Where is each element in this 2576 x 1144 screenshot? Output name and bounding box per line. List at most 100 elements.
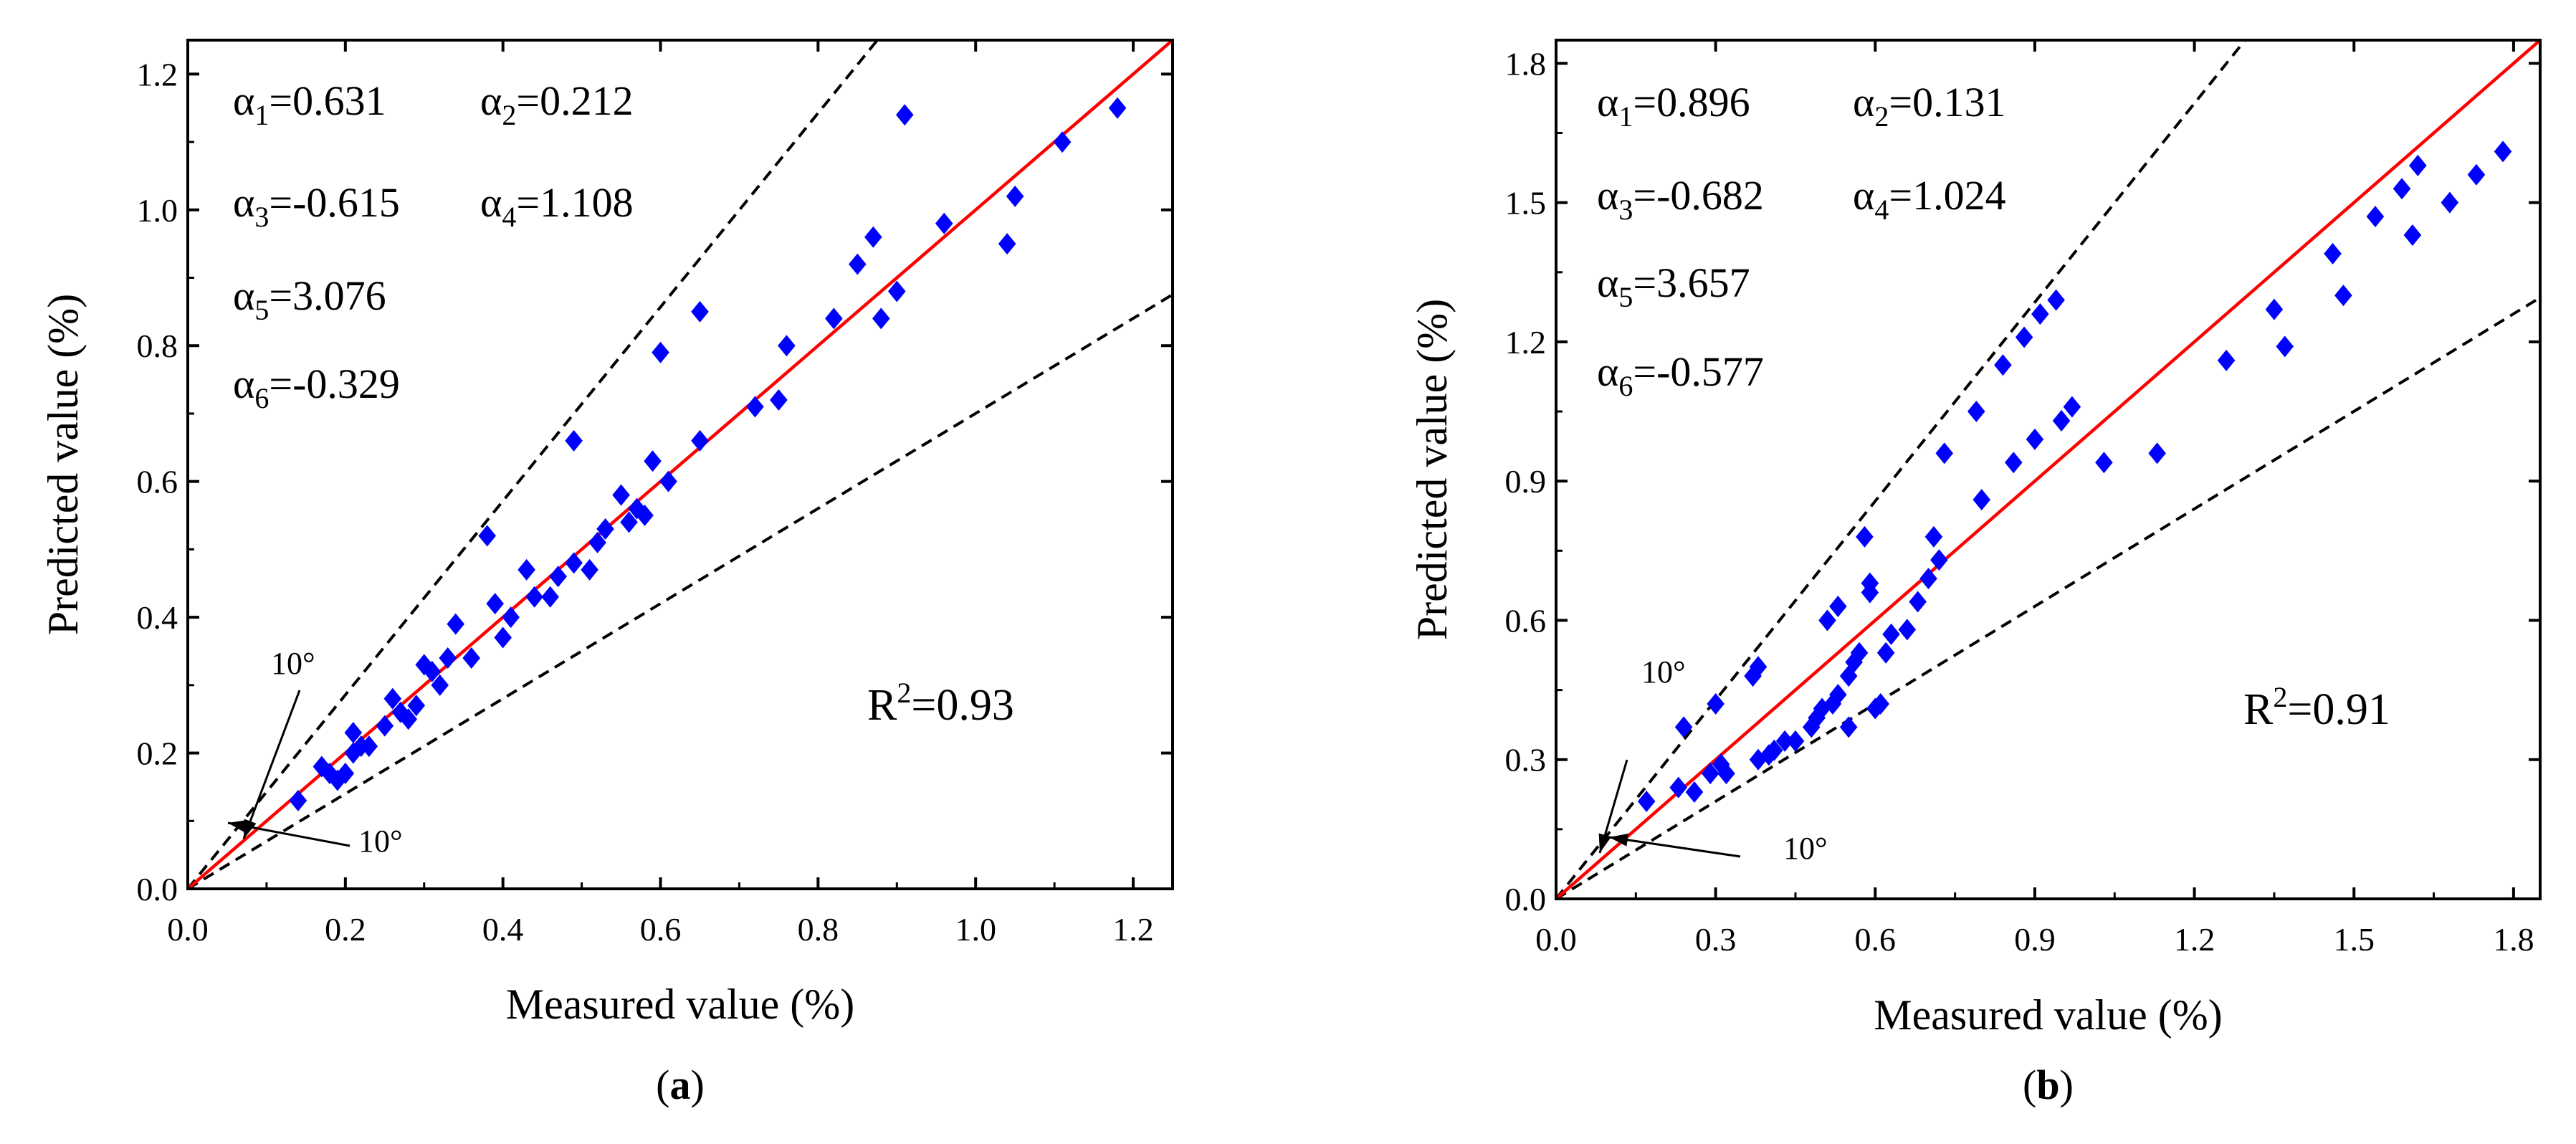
x-tick-label: 0.6 xyxy=(1855,921,1897,958)
y-axis-label: Predicted value (%) xyxy=(1408,299,1456,640)
data-point xyxy=(1760,744,1778,766)
chart-b: 0.0 0.3 0.6 0.9 1.2 1.5 1.8 0.0 0.3 0.6 0.9 1.2 1.5 1… xyxy=(1408,39,2542,1108)
lower-bound-line xyxy=(1556,296,2540,899)
data-point xyxy=(2217,349,2236,371)
y-tick-label: 1.8 xyxy=(1505,45,1547,82)
identity-line xyxy=(1556,40,2540,899)
panel-label: (b) xyxy=(2023,1062,2074,1108)
data-point xyxy=(1786,730,1805,752)
data-point xyxy=(935,212,953,234)
data-point xyxy=(336,762,355,784)
arrowhead xyxy=(228,819,248,833)
data-points xyxy=(289,97,1127,811)
data-point xyxy=(2004,452,2023,474)
data-point xyxy=(431,674,449,696)
data-point xyxy=(423,660,442,682)
plot-frame xyxy=(1555,39,2542,900)
data-point xyxy=(691,300,709,323)
data-point xyxy=(2409,154,2427,176)
y-tick-label: 0.6 xyxy=(1505,602,1547,639)
x-axis-label: Measured value (%) xyxy=(1874,991,2222,1039)
angle-label-upper: 10° xyxy=(1641,654,1686,690)
data-point xyxy=(1871,693,1890,715)
data-point xyxy=(1898,619,1917,641)
data-point xyxy=(439,647,457,669)
data-point xyxy=(525,586,543,608)
reference-lines xyxy=(1556,40,2540,899)
data-point xyxy=(415,654,434,676)
data-point xyxy=(462,647,481,669)
data-point xyxy=(2467,163,2486,186)
data-point xyxy=(1909,591,1927,613)
data-point xyxy=(1924,525,1943,548)
angle-arrow-lower xyxy=(1608,836,1741,858)
data-point xyxy=(360,735,378,758)
data-point xyxy=(1850,642,1869,664)
data-point xyxy=(2393,178,2411,200)
y-tick-label: 0.6 xyxy=(137,464,178,500)
data-point xyxy=(659,470,677,492)
data-point xyxy=(2334,285,2352,307)
data-point xyxy=(289,789,307,811)
data-point xyxy=(691,429,709,452)
data-point xyxy=(549,566,567,588)
data-point xyxy=(778,335,796,357)
data-point xyxy=(1839,665,1858,687)
coefficient-label: α1=0.896 xyxy=(1597,79,1750,133)
y-tick-label: 0.9 xyxy=(1505,463,1547,500)
data-point xyxy=(1108,97,1127,119)
data-point xyxy=(864,226,882,248)
data-point xyxy=(383,687,402,710)
y-tick-label: 0.4 xyxy=(137,599,178,636)
data-point xyxy=(517,558,535,581)
data-point xyxy=(1006,185,1024,207)
data-point xyxy=(1829,596,1847,618)
data-point xyxy=(1935,442,1954,464)
y-tick-label: 0.0 xyxy=(137,871,178,907)
data-point xyxy=(1967,401,1985,423)
coefficient-label: α6=-0.329 xyxy=(233,361,400,414)
data-point xyxy=(2148,442,2166,464)
data-point xyxy=(2095,452,2113,474)
data-point xyxy=(1919,568,1937,590)
data-point xyxy=(1876,642,1895,664)
data-point xyxy=(565,552,583,574)
data-point xyxy=(2063,396,2081,418)
r-squared-label: R2=0.93 xyxy=(867,677,1014,730)
lower-bound-line xyxy=(188,293,1173,889)
data-point xyxy=(1765,739,1783,761)
data-point xyxy=(1818,609,1836,631)
data-point xyxy=(1829,684,1847,706)
coefficient-label: α2=0.131 xyxy=(1853,79,2006,133)
y-tick-label: 1.2 xyxy=(1505,324,1547,361)
data-point xyxy=(1861,572,1879,594)
data-point xyxy=(1839,716,1858,738)
data-point xyxy=(1972,489,1991,511)
data-point xyxy=(494,626,512,649)
data-point xyxy=(1707,693,1725,715)
x-tick-label: 1.5 xyxy=(2333,921,2375,958)
coefficient-label: α4=1.024 xyxy=(1853,172,2006,226)
x-tick-label: 0.0 xyxy=(167,911,209,948)
data-point xyxy=(825,308,843,330)
y-axis-label: Predicted value (%) xyxy=(39,294,87,635)
angle-label-upper: 10° xyxy=(271,646,315,681)
data-point xyxy=(588,531,606,553)
data-point xyxy=(1856,525,1874,548)
coefficient-label: α3=-0.682 xyxy=(1597,172,1764,226)
coefficient-label: α4=1.108 xyxy=(480,179,634,233)
angle-arrow-upper xyxy=(242,690,301,839)
reference-lines xyxy=(188,40,1173,889)
data-point xyxy=(596,518,614,540)
x-tick-label: 1.8 xyxy=(2493,921,2534,958)
coefficient-label: α6=-0.577 xyxy=(1597,348,1764,402)
data-point xyxy=(399,708,418,730)
data-point xyxy=(447,613,465,635)
x-tick-label: 0.3 xyxy=(1695,921,1737,958)
data-point xyxy=(770,389,788,411)
data-point xyxy=(2047,289,2065,311)
y-tick-label: 0.3 xyxy=(1505,742,1547,778)
upper-bound-line xyxy=(1556,40,2247,899)
x-tick-label: 0.6 xyxy=(640,911,682,948)
y-tick-label: 1.2 xyxy=(137,56,178,92)
